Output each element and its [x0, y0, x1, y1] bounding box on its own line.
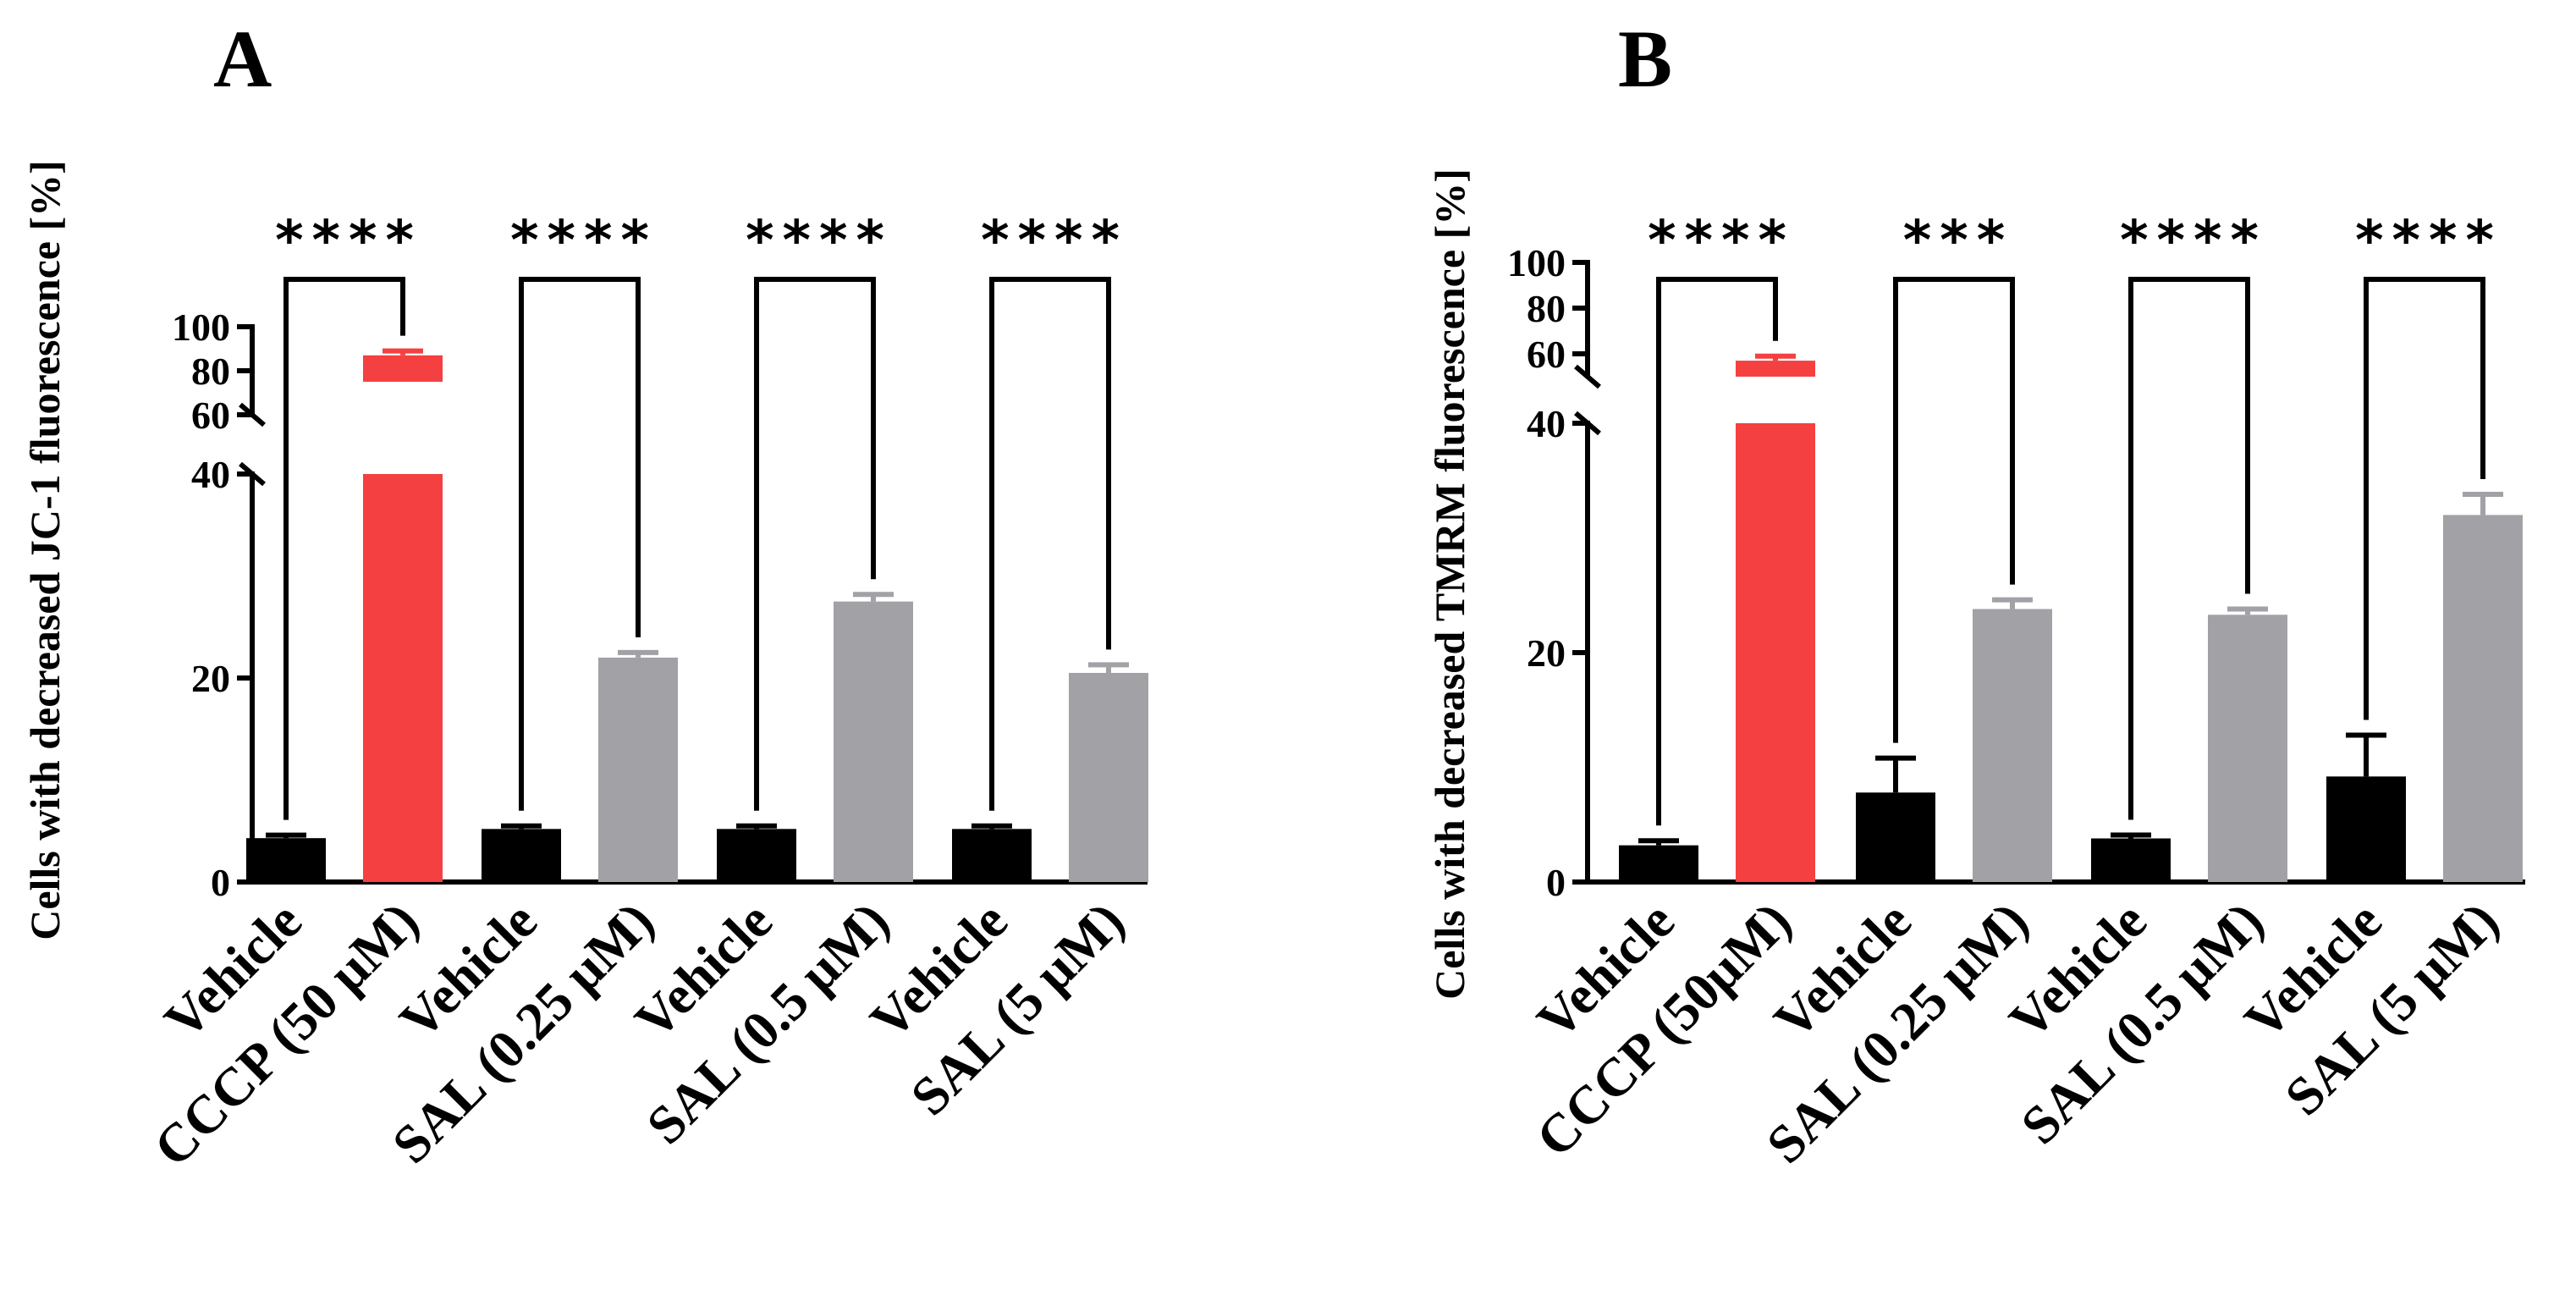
panel-a-chart: Cells with decreased JC-1 fluorescence […: [21, 160, 1148, 1177]
bar: [2443, 515, 2523, 882]
y-tick-label: 20: [191, 657, 230, 700]
y-tick-label: 60: [1527, 333, 1566, 376]
bar: [1973, 609, 2052, 882]
y-tick-label: 100: [172, 306, 230, 349]
bar: [952, 829, 1032, 882]
significance-bracket: [283, 277, 405, 820]
bar: [717, 829, 796, 882]
y-tick-label: 80: [1527, 287, 1566, 330]
significance-label: ****: [1648, 210, 1795, 273]
y-tick-label: 40: [1527, 402, 1566, 445]
significance-label: ****: [746, 210, 893, 273]
significance-label: ****: [981, 210, 1128, 273]
bar: [834, 601, 913, 882]
significance-bracket: [2364, 277, 2485, 720]
significance-bracket: [519, 277, 641, 811]
panel-b-chart: Cells with decreased TMRM fluorescence […: [1426, 168, 2525, 1175]
panel-letter-a: A: [213, 14, 272, 104]
bar-lower-segment: [363, 474, 443, 882]
bar: [1069, 672, 1148, 882]
y-tick-label: 60: [191, 394, 230, 437]
significance-label: ****: [510, 210, 658, 273]
bar: [598, 657, 678, 882]
bar-upper-segment: [1736, 361, 1815, 377]
significance-bracket: [754, 277, 876, 811]
significance-bracket: [1656, 277, 1778, 826]
significance-label: ***: [1903, 210, 2013, 273]
bar: [2208, 615, 2287, 882]
y-tick-label: 0: [1546, 861, 1566, 904]
y-axis-label: Cells with decreased TMRM fluorescence […: [1426, 168, 1473, 1000]
bar-upper-segment: [363, 355, 443, 382]
significance-bracket: [1893, 277, 2015, 743]
bar: [246, 838, 326, 882]
significance-bracket: [2128, 277, 2250, 820]
bar: [1619, 845, 1698, 882]
bar: [1856, 792, 1935, 882]
y-tick-label: 40: [191, 453, 230, 496]
panel-letter-b: B: [1618, 14, 1672, 104]
bar-lower-segment: [1736, 423, 1815, 882]
significance-label: ****: [2120, 210, 2267, 273]
significance-bracket: [989, 277, 1111, 811]
axis-break-mark: [1574, 364, 1601, 389]
y-tick-label: 80: [191, 350, 230, 393]
y-tick-label: 20: [1527, 631, 1566, 675]
bar: [2091, 838, 2171, 882]
y-axis-label: Cells with decreased JC-1 fluorescence […: [21, 160, 69, 940]
significance-label: ****: [275, 210, 422, 273]
bar: [2326, 776, 2406, 882]
y-tick-label: 100: [1507, 241, 1566, 284]
significance-label: ****: [2355, 210, 2502, 273]
y-tick-label: 0: [211, 861, 230, 904]
bar: [482, 829, 561, 882]
